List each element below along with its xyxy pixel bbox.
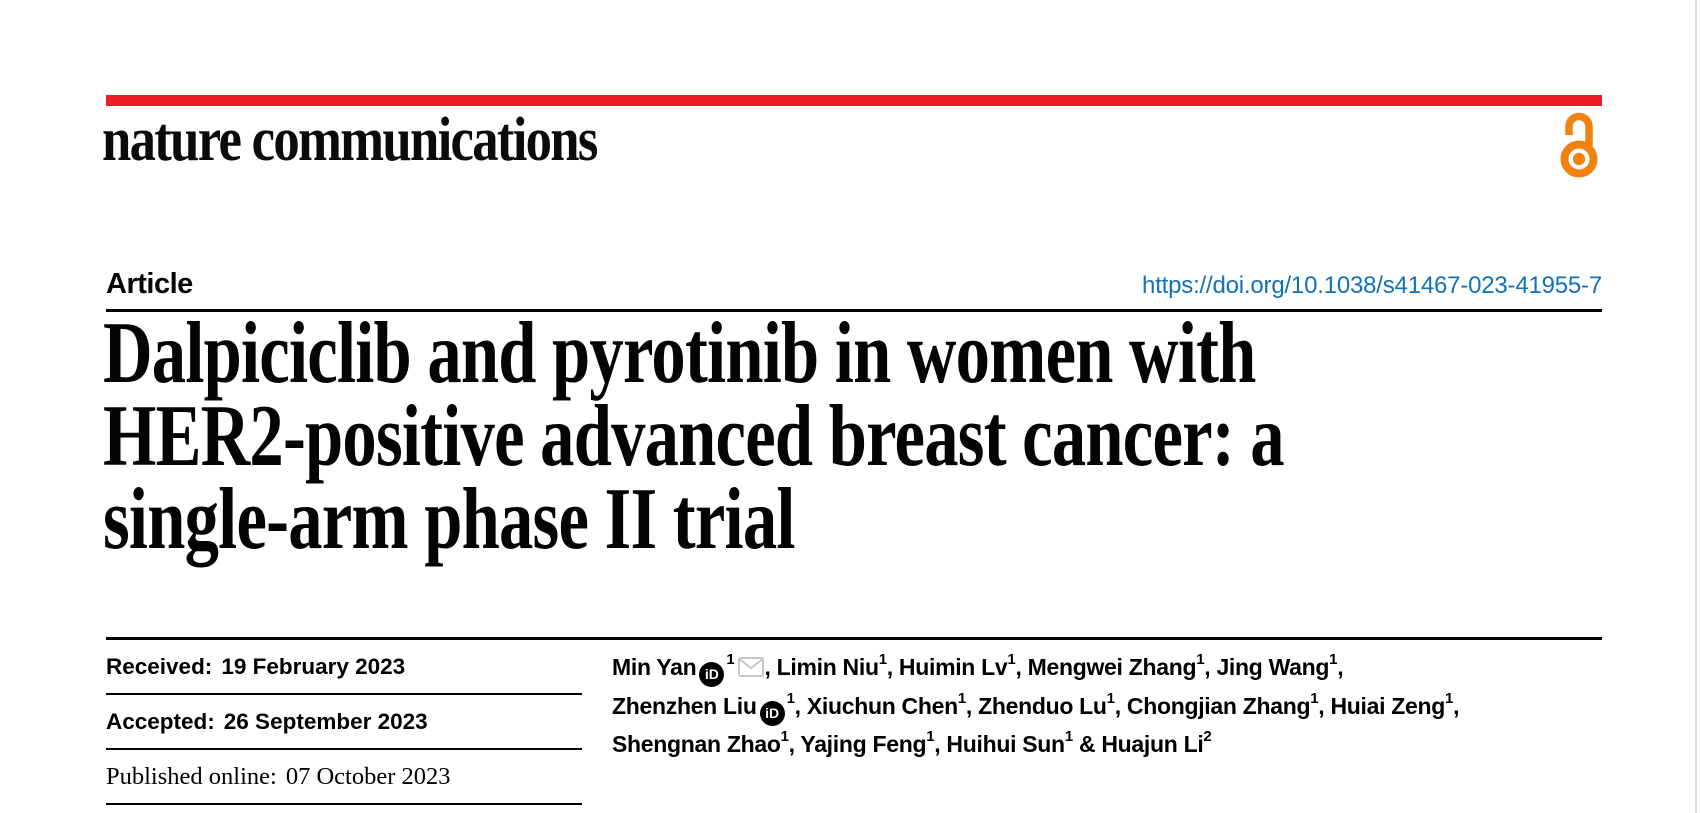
- affiliation-superscript: 1: [1064, 728, 1073, 746]
- masthead-red-bar: [106, 95, 1602, 106]
- author-line: Zhenzhen Liu iD1, Xiuchun Chen1, Zhenduo …: [612, 688, 1459, 726]
- metadata-column: Received: 19 February 2023 Accepted: 26 …: [106, 640, 582, 805]
- affiliation-superscript: 1: [1007, 651, 1016, 669]
- affiliation-superscript: 1: [1445, 690, 1454, 708]
- received-value: 19 February 2023: [221, 653, 406, 679]
- affiliation-superscript: 1: [878, 651, 887, 669]
- accepted-value: 26 September 2023: [223, 708, 428, 734]
- author-line: Shengnan Zhao1, Yajing Feng1, Huihui Sun…: [612, 728, 1212, 757]
- published-label: Published online:: [106, 762, 277, 790]
- affiliation-superscript: 1: [926, 728, 935, 746]
- header-rule: [106, 309, 1602, 312]
- affiliation-superscript: 1: [780, 728, 789, 746]
- title-line-2: HER2-positive advanced breast cancer: a: [103, 388, 1285, 485]
- title-line-3: single-arm phase II trial: [103, 471, 795, 568]
- journal-logo: nature communications: [102, 106, 598, 174]
- affiliation-superscript: 1: [1106, 690, 1115, 708]
- email-icon[interactable]: [738, 651, 765, 688]
- metadata-top-rule: [106, 637, 1602, 640]
- author-line: Min Yan iD1, Limin Niu1, Huimin Lv1, Meng…: [612, 649, 1459, 688]
- affiliation-superscript: 1: [726, 651, 735, 669]
- affiliation-superscript: 1: [786, 690, 795, 708]
- received-label: Received:: [106, 653, 213, 679]
- title-line-1: Dalpiciclib and pyrotinib in women with: [103, 305, 1256, 402]
- accepted-label: Accepted:: [106, 708, 215, 734]
- orcid-icon[interactable]: iD: [759, 701, 785, 726]
- accepted-date-row: Accepted: 26 September 2023: [106, 695, 582, 750]
- page-edge-line: [1695, 0, 1697, 813]
- received-date-row: Received: 19 February 2023: [106, 640, 582, 695]
- article-title: Dalpiciclib and pyrotinib in women with …: [103, 305, 1285, 568]
- affiliation-superscript: 2: [1203, 728, 1212, 746]
- published-value: 07 October 2023: [285, 762, 451, 790]
- affiliation-superscript: 1: [1329, 651, 1338, 669]
- affiliation-superscript: 1: [957, 690, 966, 708]
- orcid-icon[interactable]: iD: [699, 662, 725, 687]
- doi-link[interactable]: https://doi.org/10.1038/s41467-023-41955…: [1142, 272, 1602, 299]
- affiliation-superscript: 1: [1310, 690, 1319, 708]
- author-list: Min Yan iD1, Limin Niu1, Huimin Lv1, Meng…: [612, 649, 1459, 763]
- affiliation-superscript: 1: [1196, 651, 1205, 669]
- open-access-icon: [1556, 106, 1602, 182]
- article-type-label: Article: [106, 268, 193, 300]
- published-date-row: Published online: 07 October 2023: [106, 750, 582, 805]
